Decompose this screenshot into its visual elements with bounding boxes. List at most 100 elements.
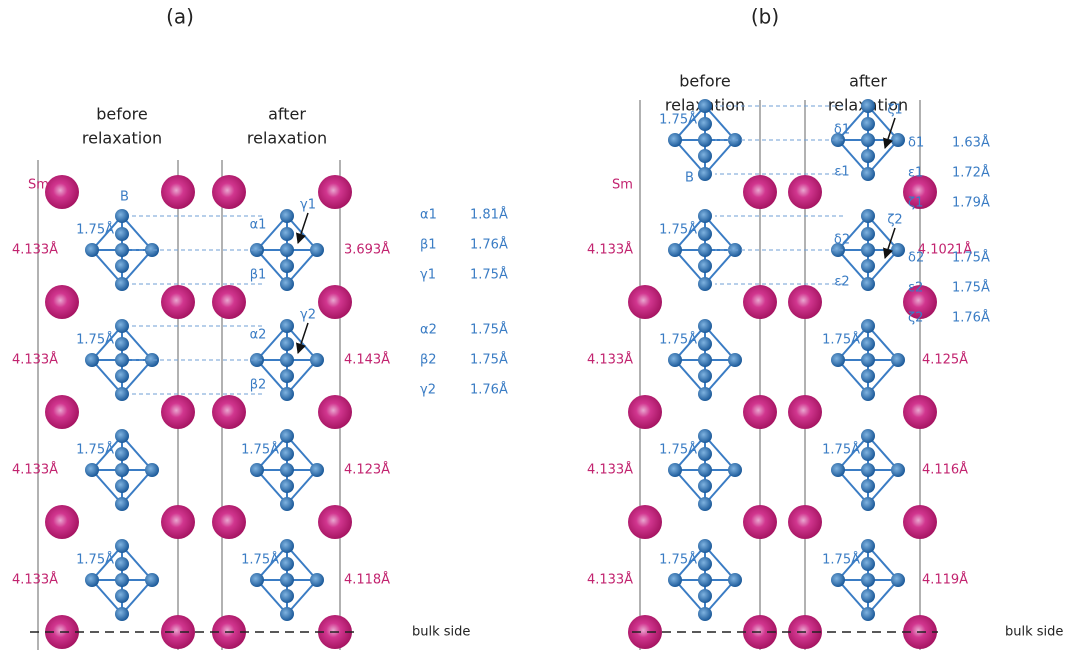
cluster-label: 1.75Å <box>76 442 114 458</box>
cluster-label: 1.75Å <box>659 442 697 458</box>
b-atom <box>698 99 712 113</box>
sm-atom <box>161 615 195 649</box>
sm-atom <box>903 505 937 539</box>
sm-atom <box>45 395 79 429</box>
b-atom <box>831 133 845 147</box>
left-spacing: 4.133Å <box>12 462 58 478</box>
b-atom <box>668 133 682 147</box>
b-atom <box>250 353 264 367</box>
right-spacing: 4.119Å <box>922 572 968 588</box>
b-bond <box>704 215 736 251</box>
b-bond <box>256 435 288 471</box>
b-atom <box>861 209 875 223</box>
b-atom <box>280 259 294 273</box>
bond-tag: δ1 <box>834 123 850 138</box>
b-bond <box>837 249 869 285</box>
b-atom <box>861 277 875 291</box>
b-atom <box>861 573 875 587</box>
bond-tag: ζ1 <box>887 103 902 118</box>
left-spacing: 4.133Å <box>587 462 633 478</box>
bond-length: 1.76Å <box>470 382 508 398</box>
b-label: B <box>685 171 694 186</box>
bond-length: 1.75Å <box>952 280 990 296</box>
b-atom <box>115 497 129 511</box>
sm-atom <box>743 395 777 429</box>
sm-atom <box>743 285 777 319</box>
b-bond <box>256 359 288 395</box>
b-bond <box>704 435 736 471</box>
b-atom <box>280 209 294 223</box>
b-atom <box>280 353 294 367</box>
b-bond <box>674 249 706 285</box>
b-atom <box>861 463 875 477</box>
bond-pointer <box>883 227 896 259</box>
b-atom <box>698 497 712 511</box>
sm-atom <box>161 285 195 319</box>
header-after: relaxation <box>247 129 327 148</box>
b-bond <box>91 325 123 361</box>
b-atom <box>861 117 875 131</box>
b-atom <box>891 573 905 587</box>
b-atom <box>861 479 875 493</box>
sm-atom <box>161 175 195 209</box>
b-atom <box>280 447 294 461</box>
b-atom <box>698 209 712 223</box>
b-atom <box>861 387 875 401</box>
b-atom <box>698 227 712 241</box>
b-bond <box>121 215 153 251</box>
b-atom <box>831 243 845 257</box>
b-atom <box>891 353 905 367</box>
b-atom <box>861 99 875 113</box>
right-spacing: 4.143Å <box>344 352 390 368</box>
sm-atom <box>903 395 937 429</box>
bond-tag: δ2 <box>834 233 850 248</box>
bond-name: β1 <box>420 238 437 253</box>
bond-length: 1.76Å <box>470 237 508 253</box>
b-atom <box>861 337 875 351</box>
b-atom <box>280 277 294 291</box>
sm-atom <box>212 505 246 539</box>
b-atom <box>891 243 905 257</box>
bond-name: α2 <box>420 323 437 338</box>
bond-name: ε2 <box>908 281 923 296</box>
b-atom <box>310 573 324 587</box>
b-atom <box>115 573 129 587</box>
b-bond <box>837 139 869 175</box>
cluster-label: 1.75Å <box>241 442 279 458</box>
b-bond <box>704 139 736 175</box>
b-bond <box>121 579 153 615</box>
sm-atom <box>212 285 246 319</box>
sm-atom <box>903 285 937 319</box>
b-atom <box>698 479 712 493</box>
sm-atom <box>628 615 662 649</box>
b-atom <box>280 557 294 571</box>
b-atom <box>85 573 99 587</box>
b-atom <box>728 463 742 477</box>
sm-atom <box>45 285 79 319</box>
b-bond <box>837 215 869 251</box>
b-atom <box>861 149 875 163</box>
b-atom <box>115 353 129 367</box>
b-atom <box>668 573 682 587</box>
sm-label: Sm <box>28 178 49 193</box>
cluster-label: 1.75Å <box>822 332 860 348</box>
b-bond <box>674 435 706 471</box>
b-bond <box>704 545 736 581</box>
sm-atom <box>788 505 822 539</box>
cluster-label: 1.75Å <box>659 332 697 348</box>
b-atom <box>115 589 129 603</box>
b-atom <box>280 337 294 351</box>
b-atom <box>861 369 875 383</box>
b-atom <box>698 243 712 257</box>
b-bond <box>837 359 869 395</box>
bond-length: 1.81Å <box>470 207 508 223</box>
sm-atom <box>45 175 79 209</box>
b-atom <box>668 243 682 257</box>
b-atom <box>280 607 294 621</box>
cluster-label: 1.75Å <box>76 552 114 568</box>
b-bond <box>837 105 869 141</box>
bond-pointer <box>883 117 896 149</box>
b-bond <box>837 469 869 505</box>
b-atom <box>861 429 875 443</box>
